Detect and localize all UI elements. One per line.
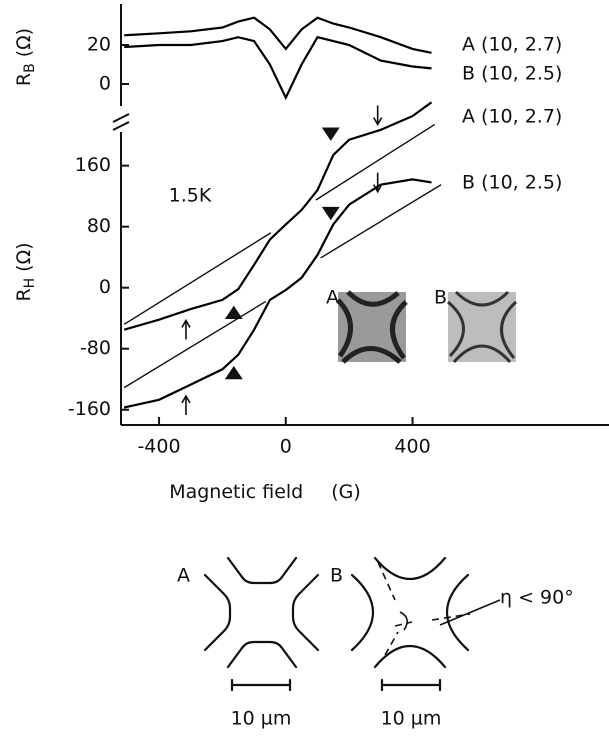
y-axis-label: RH (Ω): [13, 242, 39, 301]
y-tick-label: 0: [99, 276, 111, 298]
y-tick-label: -160: [68, 398, 111, 420]
y-axis-label: RB (Ω): [13, 28, 39, 86]
y-tick-label: -80: [80, 337, 111, 359]
arrow-marker: [182, 396, 190, 415]
y-label-subscript: B: [22, 63, 38, 73]
x-tick-label: -400: [137, 436, 180, 458]
series-label: A (10, 2.7): [462, 34, 562, 56]
data-line: [124, 18, 431, 53]
scale-label: 10 µm: [381, 708, 442, 730]
series-label: B (10, 2.5): [462, 63, 562, 85]
diagram-a: [205, 558, 318, 667]
y-label-symbol: R: [13, 288, 35, 301]
figure: RB(Ω) RH(Ω) Magnetic field(G) 1.5K A B A…: [0, 0, 609, 736]
y-tick-label: 160: [75, 154, 111, 176]
x-axis-label: Magnetic field (G): [169, 481, 361, 503]
x-tick-label: 0: [280, 436, 292, 458]
inset-label: B: [434, 287, 447, 309]
triangle-marker: [226, 306, 242, 318]
axis-break: [113, 114, 129, 122]
triangle-marker: [226, 367, 242, 379]
inset-image: [448, 292, 516, 362]
y-label-unit: (Ω): [13, 28, 35, 57]
y-tick-label: 20: [87, 34, 111, 56]
triangle-marker: [323, 128, 339, 140]
x-label-unit: (G): [331, 481, 361, 503]
diagram-label: A: [177, 565, 190, 587]
axis-break: [113, 122, 129, 130]
diagram-label: B: [330, 565, 343, 587]
triangle-marker: [323, 207, 339, 219]
fit-line: [321, 185, 441, 258]
series-label: A (10, 2.7): [462, 106, 562, 128]
inset-label: A: [326, 287, 339, 309]
scale-label: 10 µm: [231, 708, 292, 730]
x-tick-label: 400: [394, 436, 430, 458]
inset-image: [338, 292, 406, 362]
x-label-text: Magnetic field: [169, 481, 303, 503]
arrow-marker: [182, 320, 190, 339]
angle-label: η < 90°: [500, 587, 574, 609]
y-tick-label: 80: [87, 215, 111, 237]
diagram-b: [352, 558, 500, 667]
arrow-marker: [374, 106, 382, 125]
y-label-unit: (Ω): [13, 242, 35, 271]
y-label-subscript: H: [22, 278, 38, 289]
series-label: B (10, 2.5): [462, 172, 562, 194]
y-label-symbol: R: [13, 73, 35, 86]
data-line: [124, 37, 431, 97]
fit-line: [124, 233, 271, 325]
y-tick-label: 0: [99, 73, 111, 95]
temperature-annotation: 1.5K: [169, 185, 212, 207]
